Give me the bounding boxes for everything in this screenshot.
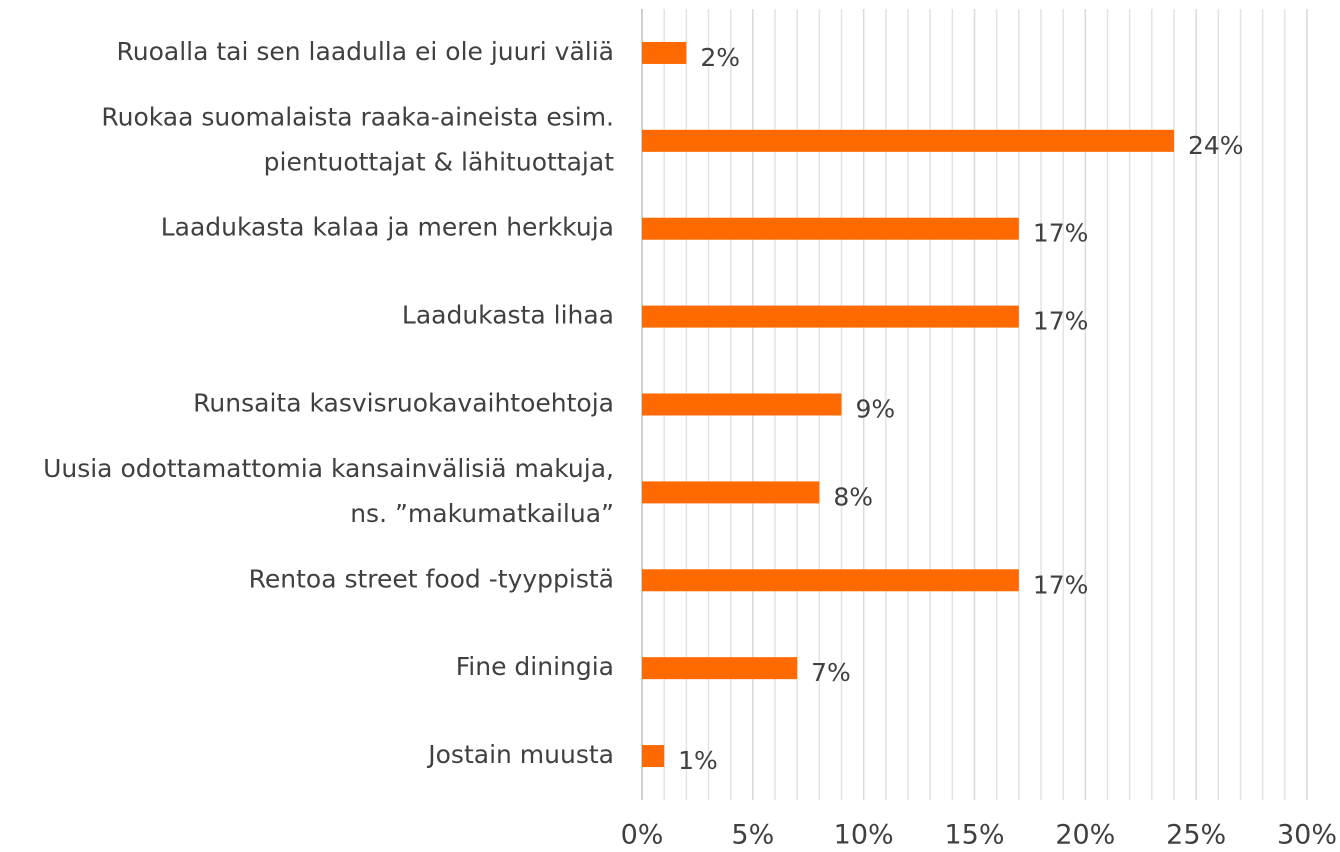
data-label: 24% xyxy=(1188,131,1244,160)
bar xyxy=(642,393,842,416)
bar xyxy=(642,217,1019,240)
bar xyxy=(642,305,1019,328)
data-label: 17% xyxy=(1033,570,1089,599)
y-tick-label: ns. ”makumatkailua” xyxy=(350,499,614,528)
data-label: 7% xyxy=(811,658,851,687)
x-tick-label: 30% xyxy=(1277,820,1337,851)
x-tick-label: 25% xyxy=(1166,820,1226,851)
y-tick-label: Jostain muusta xyxy=(426,740,614,769)
data-label: 9% xyxy=(856,395,896,424)
bar xyxy=(642,41,687,64)
y-tick-label: Uusia odottamattomia kansainvälisiä maku… xyxy=(43,454,614,483)
x-tick-label: 0% xyxy=(621,820,664,851)
y-tick-label: Laadukasta lihaa xyxy=(402,301,614,330)
y-tick-label: pientuottajat & lähituottajat xyxy=(264,147,615,176)
y-tick-label: Runsaita kasvisruokavaihtoehtoja xyxy=(193,389,614,418)
y-tick-label: Laadukasta kalaa ja meren herkkuja xyxy=(161,213,614,242)
bar xyxy=(642,745,665,768)
data-label: 1% xyxy=(678,746,718,775)
bar xyxy=(642,481,820,504)
x-tick-label: 10% xyxy=(834,820,894,851)
y-tick-label: Ruokaa suomalaista raaka-aineista esim. xyxy=(101,102,614,131)
bar xyxy=(642,569,1019,592)
data-label: 8% xyxy=(833,482,873,511)
x-tick-label: 15% xyxy=(944,820,1004,851)
y-tick-label: Ruoalla tai sen laadulla ei ole juuri vä… xyxy=(116,37,614,66)
bar xyxy=(642,657,798,680)
x-tick-label: 20% xyxy=(1055,820,1115,851)
data-label: 17% xyxy=(1033,307,1089,336)
bar xyxy=(642,129,1174,152)
x-tick-label: 5% xyxy=(731,820,774,851)
y-tick-label: Fine diningia xyxy=(456,652,614,681)
y-tick-label: Rentoa street food -tyyppistä xyxy=(249,564,614,593)
data-label: 17% xyxy=(1033,219,1089,248)
data-label: 2% xyxy=(700,43,740,72)
